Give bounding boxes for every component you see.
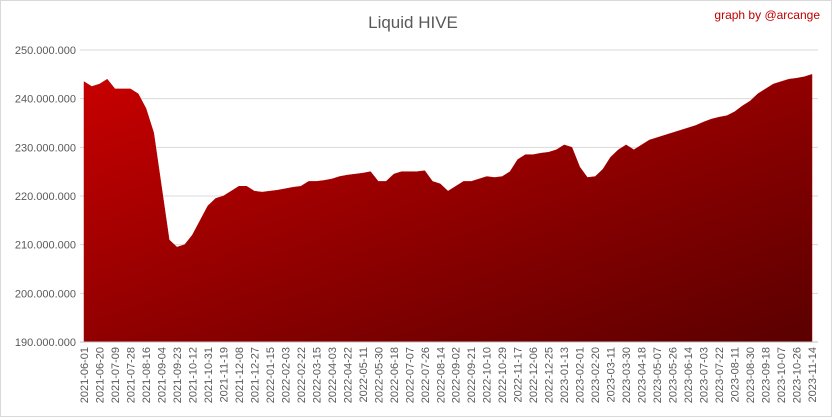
y-tick-label: 200.000.000 [15,288,76,300]
y-tick-label: 230.000.000 [15,142,76,154]
x-tick-label: 2023-10-07 [776,347,788,403]
x-tick-label: 2022-12-25 [544,347,556,403]
y-tick-label: 210.000.000 [15,240,76,252]
x-tick-label: 2022-07-07 [404,347,416,403]
x-tick-label: 2023-02-20 [590,347,602,403]
x-tick-label: 2023-05-26 [668,347,680,403]
x-tick-label: 2022-08-14 [435,347,447,403]
x-tick-label: 2022-05-11 [358,347,370,402]
x-tick-label: 2023-06-14 [683,347,695,403]
x-tick-label: 2022-03-15 [311,347,323,403]
x-tick-label: 2022-11-17 [513,347,525,402]
x-tick-label: 2022-06-18 [389,347,401,403]
x-tick-label: 2021-07-09 [110,347,122,403]
x-tick-label: 2021-10-12 [187,347,199,403]
x-tick-label: 2022-04-22 [342,347,354,403]
x-tick-label: 2021-11-19 [218,347,230,402]
x-tick-label: 2021-12-08 [234,347,246,403]
x-tick-label: 2022-01-15 [265,347,277,403]
y-tick-label: 250.000.000 [15,45,76,57]
x-tick-label: 2023-08-11 [730,347,742,402]
x-tick-label: 2023-10-26 [792,347,804,403]
x-tick-label: 2022-02-22 [296,347,308,403]
x-tick-label: 2021-09-23 [172,347,184,403]
x-tick-label: 2022-04-03 [327,347,339,403]
y-tick-label: 220.000.000 [15,191,76,203]
x-tick-label: 2021-09-04 [156,347,168,403]
x-tick-label: 2021-06-01 [79,347,91,403]
x-tick-label: 2023-03-11 [606,347,618,402]
x-tick-label: 2023-11-14 [807,347,819,402]
credit: graph by @arcange [714,8,820,22]
x-tick-label: 2022-02-03 [280,347,292,403]
x-tick-label: 2022-09-02 [451,347,463,403]
x-tick-label: 2023-05-07 [652,347,664,403]
x-tick-label: 2022-07-26 [420,347,432,403]
x-tick-label: 2021-07-28 [125,347,137,403]
x-tick-label: 2022-05-30 [373,347,385,403]
x-tick-label: 2023-07-03 [699,347,711,403]
x-tick-label: 2022-12-06 [528,347,540,403]
chart-title: Liquid HIVE [368,13,458,32]
x-tick-label: 2021-06-20 [94,347,106,403]
y-tick-label: 240.000.000 [15,94,76,106]
x-tick-label: 2021-08-16 [141,347,153,403]
x-tick-label: 2021-10-31 [203,347,215,403]
x-tick-label: 2023-08-30 [745,347,757,403]
x-tick-label: 2023-04-18 [637,347,649,403]
x-tick-label: 2023-09-18 [761,347,773,403]
x-tick-label: 2023-02-01 [575,347,587,403]
x-tick-label: 2022-10-10 [482,347,494,403]
x-tick-label: 2023-07-22 [714,347,726,403]
y-tick-label: 190.000.000 [15,337,76,349]
x-tick-label: 2023-03-30 [621,347,633,403]
x-tick-label: 2022-09-21 [466,347,478,403]
x-tick-label: 2023-01-13 [559,347,571,403]
x-tick-label: 2021-12-27 [249,347,261,403]
area [83,73,813,343]
x-tick-label: 2022-10-29 [497,347,509,403]
